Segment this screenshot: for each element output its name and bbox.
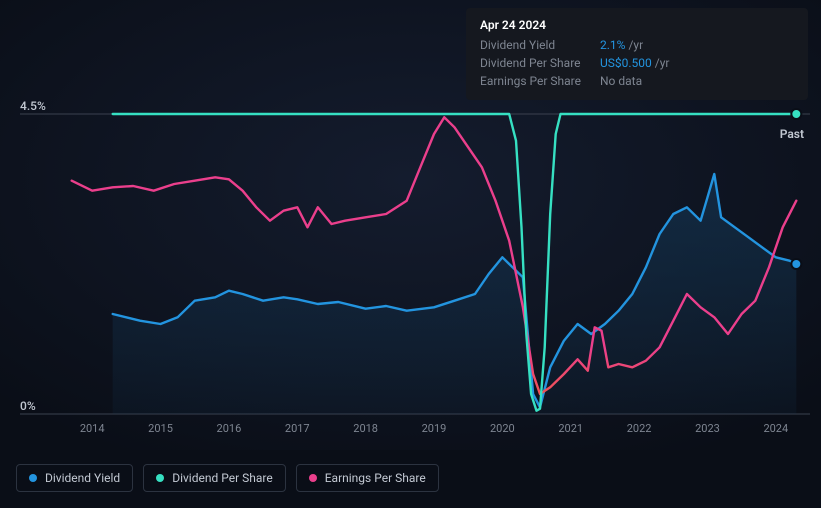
tooltip-rows: Dividend Yield2.1%/yrDividend Per ShareU… — [480, 36, 794, 90]
legend: Dividend Yield Dividend Per Share Earnings… — [16, 464, 439, 492]
svg-text:2023: 2023 — [695, 422, 720, 435]
svg-text:2016: 2016 — [217, 422, 242, 435]
svg-text:0%: 0% — [20, 399, 36, 413]
tooltip-row: Dividend Per ShareUS$0.500/yr — [480, 54, 794, 72]
tooltip-row: Dividend Yield2.1%/yr — [480, 36, 794, 54]
svg-text:2015: 2015 — [148, 422, 173, 435]
tooltip-row-label: Dividend Per Share — [480, 54, 600, 72]
svg-text:4.5%: 4.5% — [20, 99, 46, 113]
tooltip-date: Apr 24 2024 — [480, 18, 794, 32]
svg-text:2017: 2017 — [285, 422, 310, 435]
legend-dot — [309, 474, 317, 482]
legend-item[interactable]: Earnings Per Share — [296, 464, 439, 492]
tooltip-row-unit: /yr — [655, 54, 670, 72]
legend-dot — [156, 474, 164, 482]
tooltip-row-value: 2.1% — [600, 36, 625, 54]
tooltip-row-label: Dividend Yield — [480, 36, 600, 54]
svg-text:2018: 2018 — [353, 422, 378, 435]
tooltip-row-label: Earnings Per Share — [480, 72, 600, 90]
svg-text:2022: 2022 — [627, 422, 652, 435]
legend-item[interactable]: Dividend Per Share — [143, 464, 286, 492]
tooltip-row-value: US$0.500 — [600, 54, 652, 72]
legend-label: Dividend Per Share — [172, 471, 273, 485]
svg-text:2014: 2014 — [80, 422, 105, 435]
legend-dot — [29, 474, 37, 482]
tooltip-row: Earnings Per ShareNo data — [480, 72, 794, 90]
chart-tooltip: Apr 24 2024 Dividend Yield2.1%/yrDividen… — [466, 8, 808, 100]
svg-text:Past: Past — [780, 127, 804, 141]
tooltip-row-unit: /yr — [628, 36, 643, 54]
svg-text:2024: 2024 — [763, 422, 788, 435]
legend-label: Earnings Per Share — [325, 471, 426, 485]
chart-container: 0% 4.5% 2014 2015 2016 2017 2018 2019 2020 2021 20… — [0, 0, 821, 508]
legend-item[interactable]: Dividend Yield — [16, 464, 133, 492]
svg-text:2020: 2020 — [490, 422, 515, 435]
svg-text:2019: 2019 — [422, 422, 447, 435]
tooltip-row-nodata: No data — [600, 72, 642, 90]
legend-label: Dividend Yield — [45, 471, 120, 485]
svg-text:2021: 2021 — [558, 422, 583, 435]
